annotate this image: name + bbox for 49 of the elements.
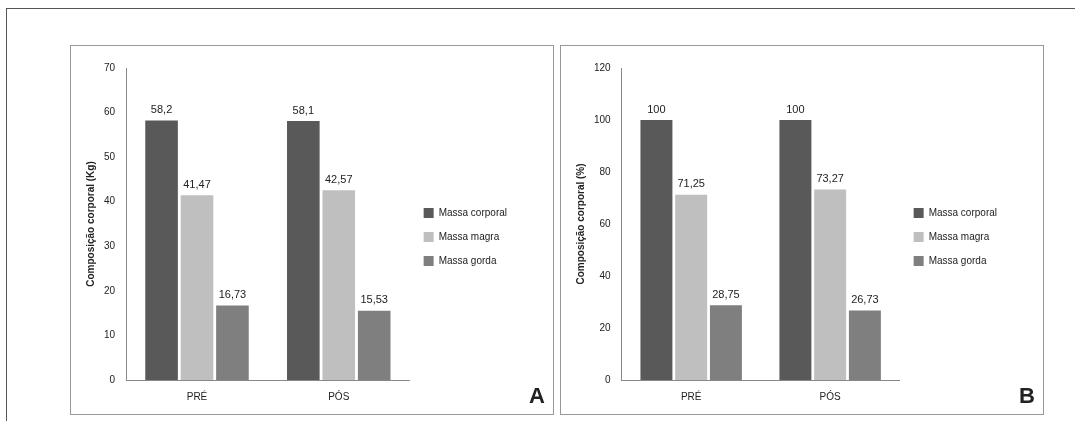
data-label: 100	[647, 102, 666, 115]
y-tick-label: 20	[104, 284, 116, 296]
bar	[145, 120, 178, 380]
bar	[287, 121, 320, 380]
legend-label: Massa magra	[438, 230, 500, 242]
text: A	[529, 383, 546, 409]
bar	[640, 120, 673, 380]
y-tick-label: 40	[599, 269, 612, 281]
data-label: 42,57	[325, 172, 353, 185]
bar	[322, 190, 356, 380]
y-tick-label: 60	[104, 106, 116, 118]
y-tick-label: 100	[594, 113, 612, 125]
y-tick-label: 80	[599, 165, 612, 177]
bar	[180, 195, 214, 380]
data-label: 16,73	[218, 287, 247, 300]
y-tick-label: 30	[104, 240, 116, 252]
bar	[675, 194, 708, 380]
legend-label: Massa gorda	[928, 254, 987, 266]
data-label: 28,75	[712, 287, 740, 300]
data-label: 41,47	[183, 177, 211, 190]
x-tick-label: PÓS	[819, 389, 842, 402]
data-label: 15,53	[360, 293, 388, 306]
legend-label: Massa magra	[928, 230, 990, 242]
legend-label: Massa corporal	[438, 206, 507, 218]
legend-label: Massa corporal	[928, 206, 997, 218]
y-tick-label: 40	[104, 195, 116, 207]
y-tick-label: 120	[594, 61, 612, 73]
y-tick-label: 70	[104, 61, 116, 73]
y-tick-label: 60	[599, 217, 612, 229]
text: B	[1019, 383, 1035, 409]
y-axis-title: Composição corporal (Kg)	[84, 161, 96, 287]
legend-label: Massa gorda	[438, 254, 497, 266]
y-tick-label: 50	[104, 150, 116, 162]
y-axis-title: Composição corporal (%)	[574, 163, 586, 285]
data-label: 100	[786, 102, 805, 115]
y-tick-label: 0	[605, 373, 612, 385]
y-tick-label: 20	[599, 321, 612, 333]
data-label: 58,2	[150, 103, 173, 116]
bar	[779, 120, 812, 380]
x-tick-label: PÓS	[328, 389, 350, 402]
y-tick-label: 10	[104, 329, 116, 341]
y-tick-label: 0	[109, 373, 116, 385]
data-label: 71,25	[677, 177, 705, 190]
x-tick-label: PRÉ	[680, 389, 702, 402]
x-tick-label: PRÉ	[186, 389, 208, 402]
data-label: 73,27	[816, 172, 844, 185]
data-label: 26,73	[851, 293, 879, 306]
bar	[814, 189, 847, 380]
data-label: 58,1	[292, 103, 315, 116]
